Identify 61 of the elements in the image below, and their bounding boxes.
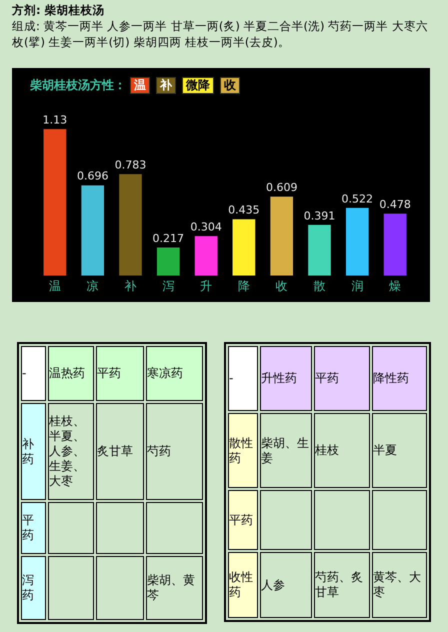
data-label: 1.13: [42, 113, 68, 126]
text: 柴胡、黄芩: [147, 573, 195, 602]
text: 炙甘草: [97, 444, 133, 458]
bar: [346, 208, 369, 276]
category-label: 降性药: [372, 346, 427, 411]
category-label: 平药: [22, 513, 34, 542]
text: 收: [220, 77, 240, 94]
text: -: [228, 346, 258, 411]
x-tick-label: 散: [314, 279, 326, 294]
category-label: 泻药: [22, 573, 34, 602]
x-tick-label: 凉: [86, 279, 99, 294]
bar: [232, 219, 256, 276]
text: 柴胡桂枝汤方性：: [30, 78, 126, 92]
data-label: 0.391: [304, 209, 336, 222]
text: 芍药: [147, 444, 171, 458]
data-label: 0.609: [266, 180, 298, 194]
category-label: 温热药: [48, 346, 94, 401]
x-tick-label: 补: [124, 279, 136, 294]
category-label: 平药: [314, 346, 370, 411]
text: 补: [156, 77, 176, 94]
data-label: 0.217: [152, 232, 184, 245]
bar: [194, 236, 218, 276]
data-label: 0.696: [76, 170, 108, 183]
bar: [308, 224, 331, 276]
x-tick-label: 泻: [162, 279, 174, 294]
bar: [119, 174, 142, 276]
data-label: 0.522: [342, 192, 374, 206]
chart-subtitle: 组成: 黄芩一两半 人参一两半 甘草一两(炙) 半夏二合半(洗) 芍药一两半 大枣六枚(擘) 生姜一两半(切) 柴胡四两 桂枝一两半(去皮)。: [12, 18, 429, 50]
text: -: [21, 346, 46, 401]
x-tick-label: 温: [48, 279, 61, 294]
bar: [156, 247, 180, 276]
x-tick-label: 燥: [389, 279, 402, 294]
category-label: 补药: [22, 436, 34, 466]
bar: [44, 129, 66, 276]
text: 黄芩、大枣: [373, 570, 421, 599]
category-label: 升性药: [260, 346, 312, 411]
text: 人参: [261, 578, 285, 592]
text: 温: [130, 77, 150, 94]
text: 微降: [182, 77, 214, 94]
x-tick-label: 收: [276, 279, 288, 294]
text: 柴胡、生姜: [261, 436, 309, 464]
data-label: 0.783: [114, 158, 146, 172]
x-tick-label: 升: [200, 279, 212, 294]
text: 桂枝、半夏、人参、生姜、大枣: [49, 414, 85, 488]
x-tick-label: 润: [351, 279, 364, 294]
category-label: 平药: [96, 346, 144, 401]
category-label: 散性药: [229, 436, 253, 464]
category-label: 平药: [229, 512, 253, 526]
bar: [384, 214, 406, 276]
text: 芍药、炙甘草: [315, 570, 363, 599]
chart-title: 方剂: 柴胡桂枝汤: [12, 2, 106, 18]
category-label: 寒凉药: [146, 346, 203, 401]
bar: [270, 196, 294, 276]
data-label: 0.478: [379, 198, 411, 211]
x-tick-label: 降: [238, 279, 250, 294]
category-label: 收性药: [229, 570, 253, 599]
text: 半夏: [373, 443, 397, 457]
text: 桂枝: [315, 443, 339, 457]
data-label: 0.304: [190, 220, 222, 234]
bar: [81, 185, 104, 276]
data-label: 0.435: [228, 204, 260, 217]
